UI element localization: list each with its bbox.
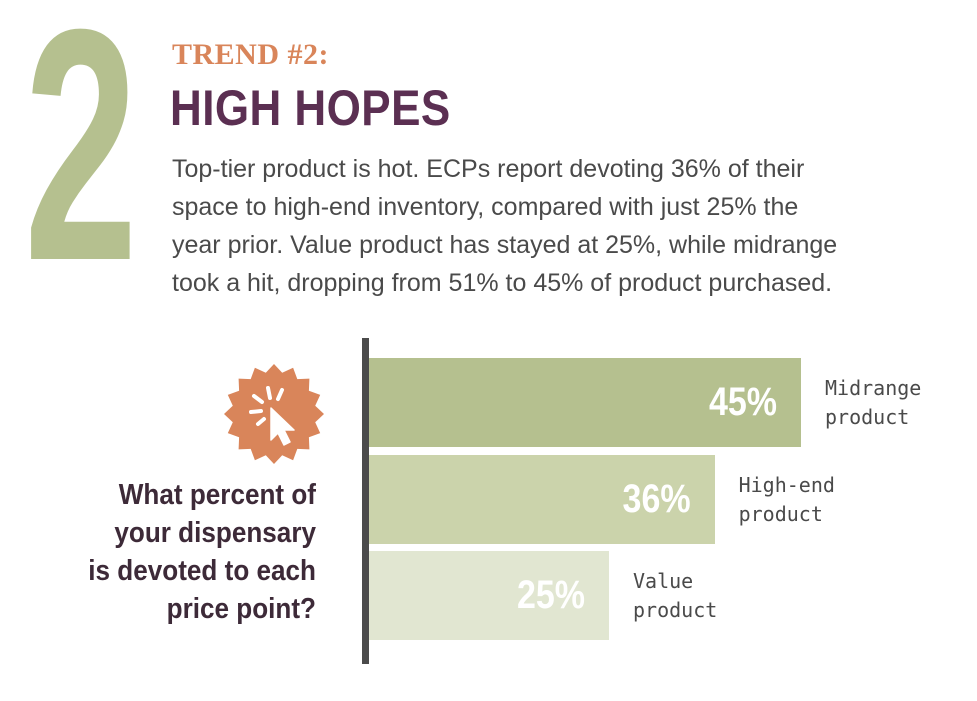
bar-category-label: Value product xyxy=(633,567,783,625)
question-line: your dispensary xyxy=(114,517,316,549)
bar-category-label-line: Midrange xyxy=(825,376,922,400)
trend-label: TREND #2: xyxy=(172,38,330,71)
bar-value-label: 45% xyxy=(708,380,777,424)
chart-axis-line xyxy=(362,338,369,664)
body-line: space to high-end inventory, compared wi… xyxy=(172,193,799,221)
bar-category-label: Midrange product xyxy=(825,374,975,432)
question-line: What percent of xyxy=(118,479,316,511)
bar-category-label-line: product xyxy=(633,598,718,622)
bar-midrange-product xyxy=(369,358,801,447)
chart-question: What percent of your dispensary is devot… xyxy=(68,476,316,628)
bar-category-label-line: Value xyxy=(633,569,694,593)
bar-value-product xyxy=(369,551,609,640)
body-line: Top-tier product is hot. ECPs report dev… xyxy=(172,155,805,183)
bar-high-end-product xyxy=(369,454,715,544)
cursor-click-icon xyxy=(224,364,324,464)
body-line: year prior. Value product has stayed at … xyxy=(172,231,838,259)
bar-category-label-line: product xyxy=(738,501,823,526)
bar-category-label-line: High-end xyxy=(738,472,835,497)
body-paragraph: Top-tier product is hot. ECPs report dev… xyxy=(172,150,942,302)
bar-value-label: 25% xyxy=(516,573,585,617)
bar-value-label: 36% xyxy=(622,476,691,521)
body-line: took a hit, dropping from 51% to 45% of … xyxy=(172,269,833,297)
question-line: price point? xyxy=(166,593,316,625)
bar-category-label-line: product xyxy=(825,405,910,429)
question-line: is devoted to each xyxy=(88,555,316,587)
headline: HIGH HOPES xyxy=(170,80,451,136)
bar-category-label: High-end product xyxy=(739,471,889,529)
